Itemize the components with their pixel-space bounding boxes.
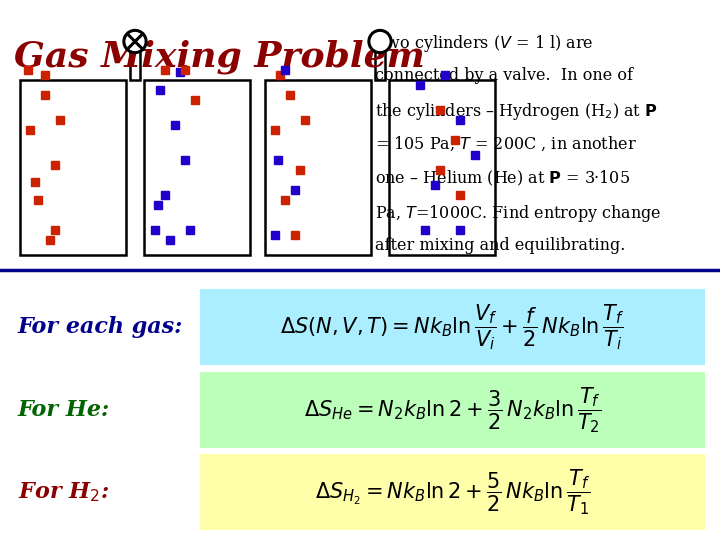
Bar <box>265 80 371 255</box>
Text: one – Helium (He) at $\bf{P}$ = 3·105: one – Helium (He) at $\bf{P}$ = 3·105 <box>375 169 630 188</box>
FancyBboxPatch shape <box>200 372 705 448</box>
Text: For each gas:: For each gas: <box>18 316 184 338</box>
Circle shape <box>369 30 391 52</box>
Text: after mixing and equilibrating.: after mixing and equilibrating. <box>375 237 626 254</box>
Circle shape <box>124 30 146 52</box>
Bar <box>20 80 126 255</box>
Text: connected by a valve.  In one of: connected by a valve. In one of <box>375 67 633 84</box>
Bar <box>390 80 495 255</box>
Text: the cylinders – Hydrogen (H$_2$) at $\bf{P}$: the cylinders – Hydrogen (H$_2$) at $\bf… <box>375 101 657 122</box>
Bar <box>130 42 140 80</box>
Text: Two cylinders ($\it{V}$ = 1 l) are: Two cylinders ($\it{V}$ = 1 l) are <box>375 33 593 54</box>
Text: Pa, $\bf{\it{T}}$=1000C. Find entropy change: Pa, $\bf{\it{T}}$=1000C. Find entropy ch… <box>375 203 662 224</box>
FancyBboxPatch shape <box>200 289 705 365</box>
Text: For H$_2$:: For H$_2$: <box>18 480 109 504</box>
Bar <box>375 42 385 80</box>
Text: Gas Mixing Problem: Gas Mixing Problem <box>14 40 425 75</box>
Text: For He:: For He: <box>18 399 110 421</box>
Text: $\Delta S_{H_2} = Nk_B \ln 2 + \dfrac{5}{2}\,Nk_B \ln\dfrac{T_f}{T_1}$: $\Delta S_{H_2} = Nk_B \ln 2 + \dfrac{5}… <box>315 467 590 517</box>
Text: $\Delta S_{He} = N_2 k_B \ln 2 + \dfrac{3}{2}\,N_2 k_B \ln\dfrac{T_f}{T_2}$: $\Delta S_{He} = N_2 k_B \ln 2 + \dfrac{… <box>304 385 601 435</box>
Text: = 105 Pa, $\bf{\it{T}}$ = 200C , in another: = 105 Pa, $\bf{\it{T}}$ = 200C , in anot… <box>375 135 637 153</box>
FancyBboxPatch shape <box>200 454 705 530</box>
Bar <box>144 80 250 255</box>
Text: $\Delta S(N,V,T) = Nk_B \ln\dfrac{V_f}{V_i} + \dfrac{f}{2}\,Nk_B \ln\dfrac{T_f}{: $\Delta S(N,V,T) = Nk_B \ln\dfrac{V_f}{V… <box>280 302 625 352</box>
